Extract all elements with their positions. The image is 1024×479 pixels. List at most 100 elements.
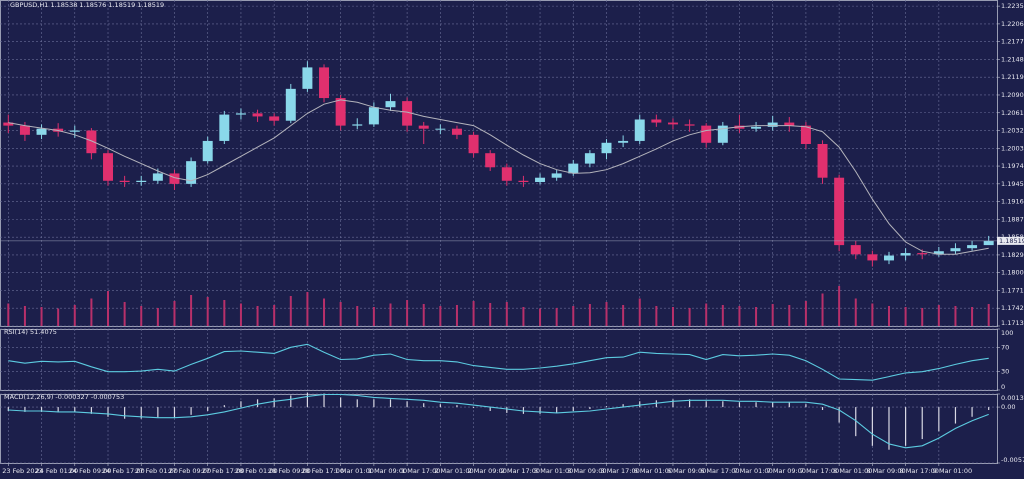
x-tick-label: 1 Mar 09:00 <box>368 467 407 475</box>
volume-bar <box>90 298 93 326</box>
volume-bar <box>156 308 159 326</box>
candle-body <box>634 119 645 141</box>
volume-bar <box>289 296 292 326</box>
candle-body <box>119 180 130 182</box>
volume-bar <box>572 306 575 326</box>
price-tag-box <box>997 236 1024 245</box>
candle-body <box>402 101 413 126</box>
main-title: GBPUSD,H1 1.18538 1.18576 1.18519 1.1851… <box>10 1 164 9</box>
x-tick-label: 3 Mar 01:00 <box>534 467 573 475</box>
y-tick-label: 1.18290 <box>1001 251 1024 259</box>
candle-body <box>900 253 911 256</box>
volume-bar <box>738 306 741 326</box>
x-tick-label: 7 Mar 01:00 <box>733 467 772 475</box>
x-tick-label: 27 Feb 01:00 <box>135 467 178 475</box>
candle-body <box>69 130 80 132</box>
volume-bar <box>173 301 176 326</box>
candle-body <box>3 122 14 126</box>
x-tick-label: 24 Feb 17:00 <box>102 467 145 475</box>
candle-body <box>352 124 363 126</box>
x-tick-label: 2 Mar 17:00 <box>501 467 540 475</box>
volume-bar <box>455 305 458 326</box>
candle-body <box>717 125 728 143</box>
x-tick-label: 6 Mar 17:00 <box>700 467 739 475</box>
volume-bar <box>788 305 791 326</box>
candle-body <box>601 142 612 154</box>
volume-bar <box>755 307 758 326</box>
volume-bar <box>539 308 542 326</box>
volume-bar <box>273 305 276 326</box>
candle-body <box>983 240 994 246</box>
x-tick-label: 1 Mar 17:00 <box>401 467 440 475</box>
candle-body <box>451 128 462 135</box>
candle-body <box>485 153 496 168</box>
candle-body <box>767 122 778 127</box>
y-tick-label: 0 <box>1001 383 1005 391</box>
y-tick-label: 1.17710 <box>1001 286 1024 294</box>
moving-average <box>8 99 989 255</box>
volume-bar <box>439 306 442 326</box>
volume-bar <box>123 302 126 326</box>
x-tick-label: 2 Mar 01:00 <box>434 467 473 475</box>
y-tick-label: 1.20320 <box>1001 127 1024 135</box>
candle-body <box>468 134 479 154</box>
volume-bar <box>306 292 309 326</box>
candle-body <box>568 163 579 174</box>
volume-bar <box>389 303 392 326</box>
volume-bar <box>256 306 259 326</box>
candle-body <box>884 255 894 261</box>
candle-body <box>86 130 97 154</box>
y-tick-label: 1.19160 <box>1001 198 1024 206</box>
candle-body <box>169 173 180 184</box>
candle-body <box>136 180 147 182</box>
volume-bar <box>771 304 774 326</box>
macd-title: MACD(12,26,9) -0.000327 -0.000753 <box>4 393 124 401</box>
candle-body <box>152 173 163 181</box>
x-tick-label: 27 Feb 09:00 <box>168 467 211 475</box>
volume-bar <box>705 303 708 326</box>
y-tick-label: -0.00577 <box>1001 456 1024 464</box>
y-tick-label: 1.18870 <box>1001 215 1024 223</box>
candle-body <box>186 161 197 184</box>
x-tick-label: 8 Mar 17:00 <box>900 467 939 475</box>
candle-body <box>834 177 845 246</box>
candle-body <box>584 153 595 164</box>
volume-bar <box>489 303 492 326</box>
y-tick-label: 70 <box>1001 343 1009 351</box>
volume-bar <box>422 304 425 326</box>
candle-body <box>518 180 529 182</box>
y-tick-label: 100 <box>1001 329 1013 337</box>
y-tick-label: 1.22350 <box>1001 2 1024 10</box>
candle-body <box>36 128 47 135</box>
volume-bar <box>339 302 342 326</box>
volume-bar <box>190 295 193 326</box>
y-tick-label: 1.20610 <box>1001 109 1024 117</box>
x-tick-label: 6 Mar 09:00 <box>667 467 706 475</box>
volume-bar <box>472 301 475 326</box>
candle-body <box>418 125 429 129</box>
x-tick-label: 3 Mar 09:00 <box>567 467 606 475</box>
candle-body <box>933 251 944 255</box>
x-tick-label: 6 Mar 01:00 <box>634 467 673 475</box>
y-tick-label: 30 <box>1001 368 1009 376</box>
candle-body <box>701 125 712 143</box>
volume-bar <box>821 293 824 326</box>
candle-body <box>19 125 30 135</box>
y-tick-label: 1.21480 <box>1001 55 1024 63</box>
candle-body <box>651 119 662 123</box>
volume-bar <box>73 305 76 326</box>
x-tick-label: 3 Mar 17:00 <box>601 467 640 475</box>
candle-body <box>684 124 695 126</box>
volume-bar <box>140 306 143 326</box>
y-tick-label: 1.18000 <box>1001 269 1024 277</box>
x-tick-label: 27 Feb 17:00 <box>202 467 245 475</box>
x-tick-label: 1 Mar 01:00 <box>335 467 374 475</box>
candle-body <box>950 248 961 252</box>
candle-body <box>867 254 878 261</box>
volume-bar <box>854 298 857 326</box>
candle-body <box>850 245 861 255</box>
x-tick-label: 8 Mar 01:00 <box>833 467 872 475</box>
y-tick-label: 0.00135 <box>1001 394 1024 402</box>
y-tick-label: 1.22060 <box>1001 20 1024 28</box>
